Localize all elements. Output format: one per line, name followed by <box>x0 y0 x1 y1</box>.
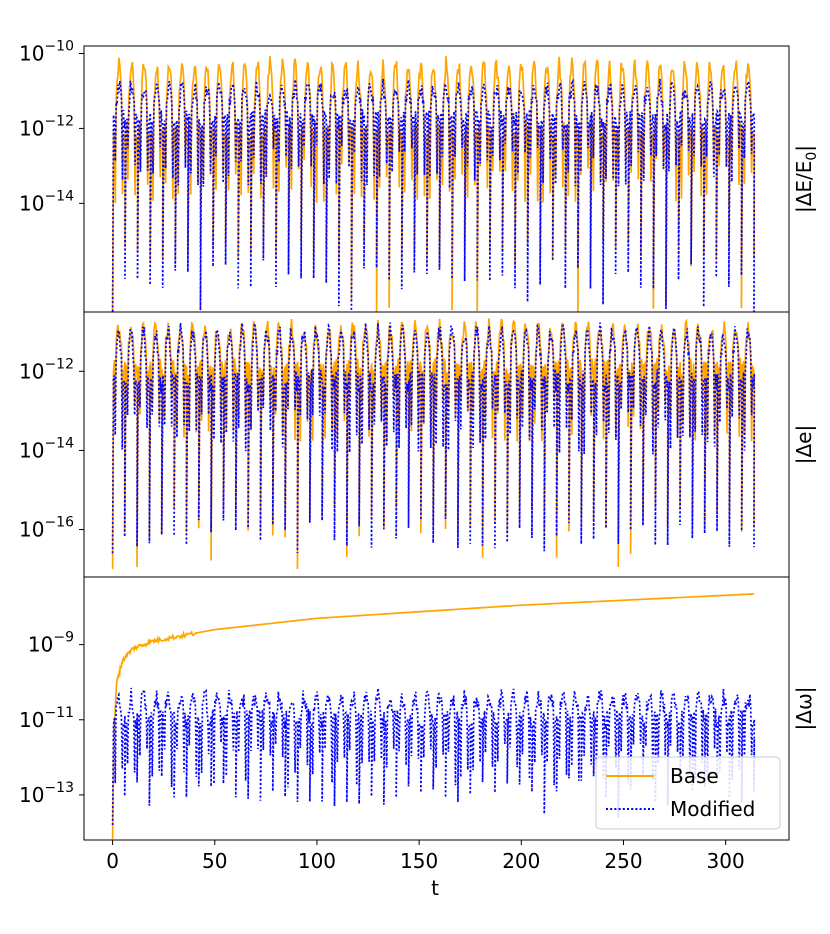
subplot-3-frame <box>83 576 790 841</box>
y-axis-label: |Δω| <box>792 687 816 731</box>
y-axis-label: |ΔE/E0| <box>792 145 820 213</box>
subplot-3: 10−9 10−11 10−13 |Δω| <box>19 576 816 841</box>
legend: Base Modified <box>595 756 781 830</box>
y-tick-label: 10−10 <box>19 38 74 65</box>
x-tick-label: 150 <box>400 849 438 873</box>
subplot-2-lines <box>111 318 756 570</box>
y-tick-label: 10−12 <box>19 356 74 383</box>
subplots: 10−10 10−12 10−14 |ΔE/E0| 10−12 10−14 10−16 |Δe… <box>19 38 820 841</box>
x-tick-label: 100 <box>298 849 336 873</box>
series-base-line <box>111 593 755 840</box>
x-axis-label: t <box>431 876 439 900</box>
y-tick-label: 10−11 <box>19 705 74 732</box>
series-modified-line <box>111 322 756 554</box>
subplot-1: 10−10 10−12 10−14 |ΔE/E0| <box>19 38 820 313</box>
subplot-3-lines <box>111 593 756 840</box>
y-tick-label: 10−12 <box>19 113 74 140</box>
y-tick-label: 10−9 <box>28 630 74 657</box>
x-tick-label: 0 <box>106 849 119 873</box>
subplot-1-lines <box>111 56 756 312</box>
legend-label-modified: Modified <box>670 797 755 821</box>
y-tick-label: 10−16 <box>19 515 74 542</box>
y-tick-label: 10−13 <box>19 780 74 807</box>
legend-label-base: Base <box>670 764 719 788</box>
series-base-line <box>111 56 756 312</box>
y-axis-label: |Δe| <box>792 425 816 464</box>
x-tick-label: 300 <box>707 849 745 873</box>
x-axis: 0 50 100 150 200 250 300 <box>106 840 745 873</box>
x-tick-label: 200 <box>502 849 540 873</box>
subplot-2: 10−12 10−14 10−16 |Δe| <box>19 311 816 578</box>
series-modified-line <box>111 78 756 312</box>
y-tick-label: 10−14 <box>19 188 74 215</box>
y-tick-label: 10−14 <box>19 435 74 462</box>
x-tick-label: 50 <box>202 849 227 873</box>
x-tick-label: 250 <box>604 849 642 873</box>
series-modified-line <box>111 687 756 825</box>
